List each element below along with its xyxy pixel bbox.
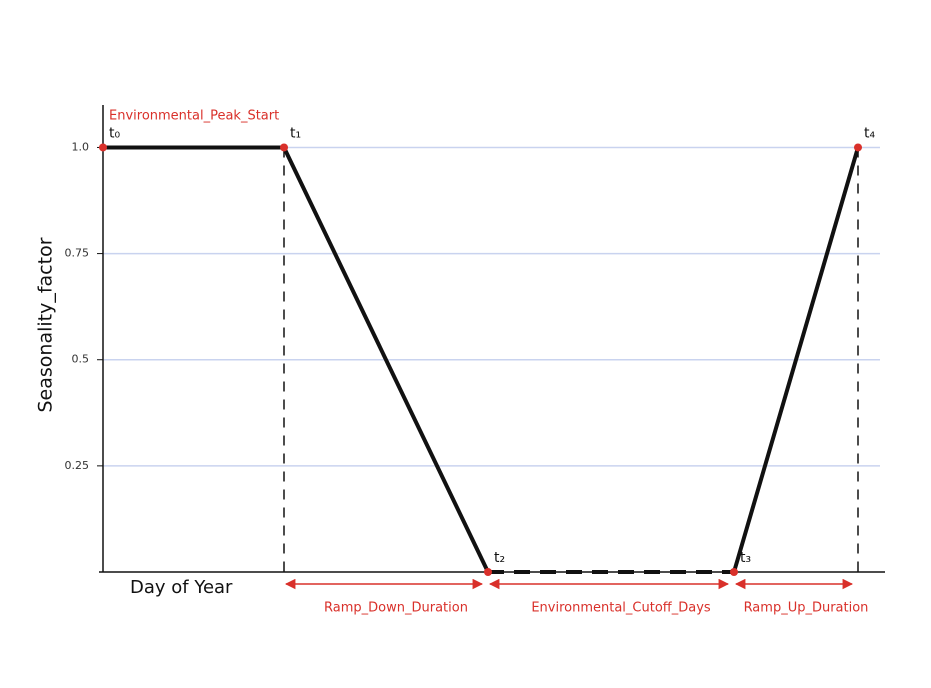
y-tick-label: 0.75 xyxy=(65,247,90,260)
annotation: Environmental_Peak_Start xyxy=(109,109,279,124)
point xyxy=(484,568,492,576)
point xyxy=(854,143,862,152)
line-segment xyxy=(282,146,490,573)
y-axis-label: Seasonality_factor xyxy=(35,237,57,412)
point-label: t₃ xyxy=(740,550,751,566)
y-tick-label: 1.0 xyxy=(72,140,90,153)
point-label: t₀ xyxy=(109,125,120,141)
line-segment xyxy=(732,146,860,573)
y-tick-label: 0.25 xyxy=(65,459,90,472)
point xyxy=(280,143,288,152)
point-label: t₁ xyxy=(290,125,301,141)
annotation: Ramp_Up_Duration xyxy=(744,601,869,616)
point-label: t₄ xyxy=(864,125,875,141)
point xyxy=(99,143,107,152)
y-tick-label: 0.5 xyxy=(72,353,90,366)
point xyxy=(730,568,738,576)
annotation: Ramp_Down_Duration xyxy=(324,601,468,616)
point-label: t₂ xyxy=(494,550,505,566)
x-axis-label: Day of Year xyxy=(130,577,233,598)
annotation: Environmental_Cutoff_Days xyxy=(531,601,711,616)
